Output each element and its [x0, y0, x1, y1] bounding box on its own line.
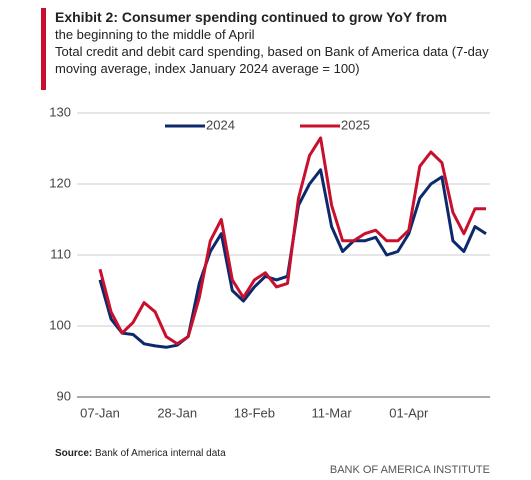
x-tick-label: 28-Jan	[157, 405, 197, 420]
brand: BANK OF AMERICA INSTITUTE	[330, 464, 490, 476]
chart-title: Exhibit 2: Consumer spending continued t…	[55, 9, 448, 25]
y-tick-label: 90	[57, 388, 71, 403]
x-tick-label: 07-Jan	[80, 405, 120, 420]
y-tick-label: 130	[49, 104, 71, 119]
y-tick-label: 110	[50, 246, 71, 261]
source: Source: Bank of America internal data	[55, 448, 226, 459]
legend-label: 2025	[341, 117, 370, 132]
header: Exhibit 2: Consumer spending continued t…	[55, 9, 495, 77]
source-text: Bank of America internal data	[95, 448, 226, 459]
series-line	[98, 136, 486, 346]
accent-bar	[41, 8, 46, 90]
x-tick-label: 11-Mar	[311, 405, 352, 420]
y-tick-label: 120	[49, 175, 71, 190]
legend-label: 2024	[206, 117, 235, 132]
y-tick-label: 100	[49, 317, 71, 332]
subtitle: Total credit and debit card spending, ba…	[55, 44, 489, 76]
source-label: Source:	[55, 448, 92, 459]
x-tick-label: 18-Feb	[234, 405, 275, 420]
x-tick-label: 01-Apr	[389, 405, 429, 420]
subtitle: the beginning to the middle of April	[55, 27, 255, 42]
